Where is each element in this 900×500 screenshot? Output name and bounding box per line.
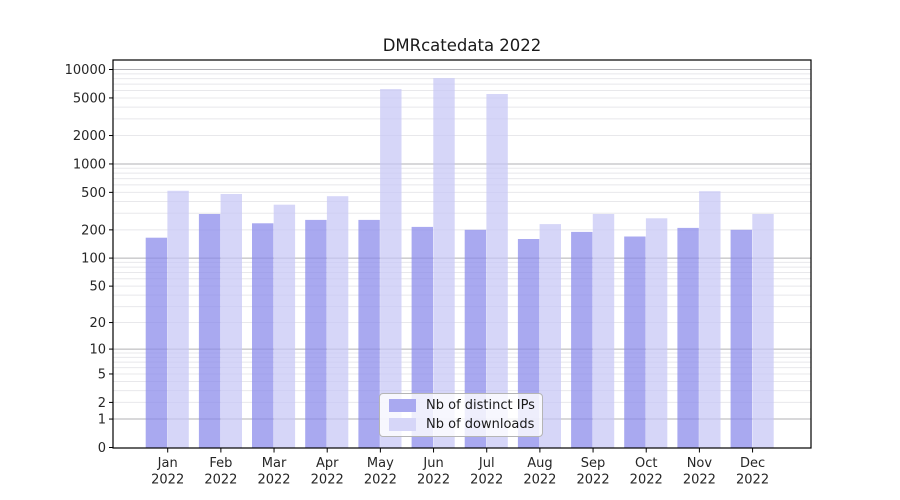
bar-downloads-oct — [645, 218, 668, 448]
legend-row-downloads: Nb of downloads — [380, 415, 542, 434]
y-tick-label: 1 — [98, 413, 106, 428]
x-tick-label-month: May — [367, 456, 394, 471]
x-tick-label-year: 2022 — [151, 473, 184, 488]
x-tick-label-year: 2022 — [311, 473, 344, 488]
bar-downloads-jul — [486, 94, 508, 448]
y-tick-label: 5000 — [73, 91, 106, 106]
y-tick-label: 1000 — [73, 157, 106, 172]
bar-distinct-ips-jan — [145, 237, 168, 448]
bar-downloads-may — [380, 89, 402, 448]
bar-distinct-ips-may — [358, 219, 380, 448]
x-tick-label-month: Jan — [157, 456, 178, 471]
legend-swatch-distinct-ips — [389, 399, 416, 412]
x-tick-label-year: 2022 — [364, 473, 397, 488]
bar-distinct-ips-dec — [730, 229, 752, 448]
y-tick-label: 10000 — [65, 63, 106, 78]
x-tick-label-month: Aug — [527, 456, 552, 471]
x-tick-label-year: 2022 — [204, 473, 237, 488]
bar-distinct-ips-apr — [305, 219, 327, 448]
bar-downloads-nov — [699, 191, 721, 448]
legend: Nb of distinct IPs Nb of downloads — [379, 393, 543, 437]
y-tick-label: 20 — [89, 316, 106, 331]
x-tick-label-year: 2022 — [470, 473, 503, 488]
x-tick-label-month: Mar — [262, 456, 287, 471]
y-tick-label: 200 — [81, 223, 106, 238]
bar-downloads-sep — [592, 214, 615, 448]
x-tick-label-month: Jul — [478, 456, 495, 471]
x-tick-label-month: Nov — [687, 456, 713, 471]
x-tick-label-year: 2022 — [523, 473, 556, 488]
legend-label-downloads: Nb of downloads — [426, 417, 535, 432]
axes-box — [112, 59, 812, 449]
bar-distinct-ips-jun — [411, 226, 433, 448]
bar-downloads-jan — [167, 190, 189, 449]
bar-downloads-apr — [326, 196, 349, 448]
legend-swatch-downloads — [389, 418, 416, 431]
x-tick-label-year: 2022 — [257, 473, 290, 488]
x-tick-label-month: Sep — [581, 456, 606, 471]
y-tick-label: 2000 — [73, 129, 106, 144]
bar-downloads-dec — [752, 214, 774, 448]
y-tick-label: 50 — [89, 280, 106, 295]
x-tick-label-year: 2022 — [577, 473, 610, 488]
bar-distinct-ips-nov — [677, 227, 699, 448]
bar-distinct-ips-sep — [571, 231, 593, 448]
bar-distinct-ips-mar — [252, 223, 274, 448]
y-tick-label: 100 — [81, 252, 106, 267]
y-tick-label: 2 — [98, 396, 106, 411]
y-tick-label: 10 — [89, 343, 106, 358]
y-tick-label: 5 — [98, 367, 106, 382]
legend-label-distinct-ips: Nb of distinct IPs — [426, 398, 535, 413]
x-tick-label-month: Dec — [740, 456, 765, 471]
bar-downloads-feb — [220, 194, 242, 448]
x-tick-label-year: 2022 — [417, 473, 450, 488]
y-tick-label: 500 — [81, 186, 106, 201]
legend-row-distinct-ips: Nb of distinct IPs — [380, 396, 542, 415]
x-tick-label-year: 2022 — [736, 473, 769, 488]
x-tick-label-month: Jun — [422, 456, 443, 471]
bar-downloads-jun — [433, 78, 455, 448]
x-tick-label-year: 2022 — [683, 473, 716, 488]
bar-distinct-ips-oct — [624, 236, 646, 448]
bar-downloads-mar — [273, 204, 296, 448]
x-tick-label-year: 2022 — [630, 473, 663, 488]
chart-title: DMRcatedata 2022 — [382, 36, 542, 55]
y-tick-label: 0 — [98, 441, 106, 456]
x-tick-label-month: Apr — [316, 456, 339, 471]
bar-distinct-ips-feb — [198, 214, 221, 448]
bar-downloads-aug — [539, 224, 561, 448]
x-tick-label-month: Feb — [209, 456, 232, 471]
x-tick-label-month: Oct — [635, 456, 657, 471]
